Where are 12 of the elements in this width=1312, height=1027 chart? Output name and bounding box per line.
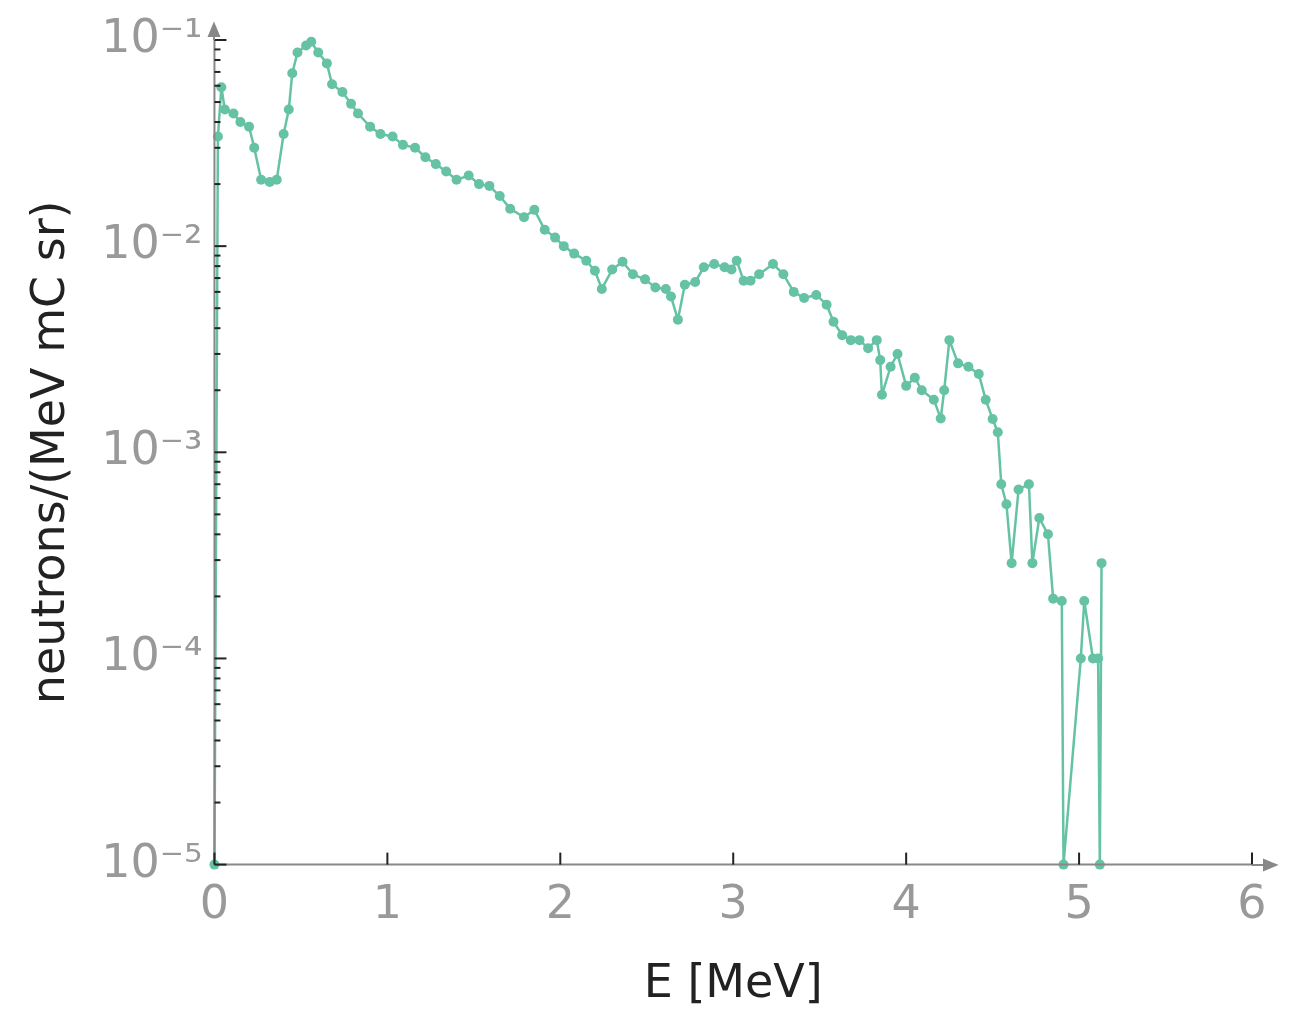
y-tick-label: 10⁻¹ bbox=[101, 8, 203, 63]
y-tick-label: 10⁻⁴ bbox=[101, 627, 203, 682]
x-tick-label: 6 bbox=[1237, 875, 1267, 930]
y-axis-title: neutrons/(MeV mC sr) bbox=[20, 200, 75, 705]
x-tick-label: 5 bbox=[1064, 875, 1094, 930]
x-tick-label: 2 bbox=[545, 875, 575, 930]
x-tick-label: 4 bbox=[891, 875, 921, 930]
y-tick-label: 10⁻² bbox=[101, 215, 203, 270]
x-axis-title: E [MeV] bbox=[643, 954, 823, 1009]
y-tick-label: 10⁻³ bbox=[101, 421, 203, 476]
x-tick-label: 3 bbox=[718, 875, 748, 930]
x-tick-label: 1 bbox=[372, 875, 403, 930]
